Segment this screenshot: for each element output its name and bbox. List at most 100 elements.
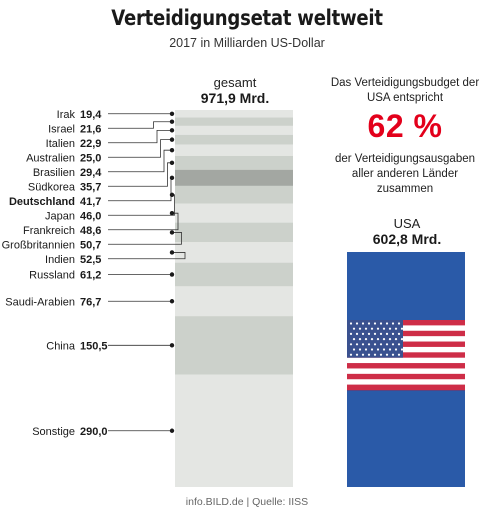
category-label: Italien [46,138,75,150]
flag-star [364,338,368,341]
leader-dot [169,119,175,124]
flag-star [367,322,371,325]
leader-dot [169,343,175,348]
flag-star [397,332,401,335]
leader-dot [169,175,175,181]
leader-dot [169,272,175,277]
leader-lines [108,111,186,433]
leader-line [108,252,186,260]
leader-line [108,177,172,202]
flag-stripe [347,379,465,385]
flag-star [349,353,353,356]
category-label: Israel [48,123,75,135]
category-label: Deutschland [9,196,75,208]
category-label: Australien [26,152,75,164]
flag-star [391,353,395,356]
bar-segment-russland [175,262,293,287]
flag-star [370,327,374,330]
bar-segment-irak [175,110,293,118]
value-label: 290,0 [80,426,108,438]
bar-segment-südkorea [175,155,293,170]
flag-stripe [347,320,465,326]
flag-star [367,353,371,356]
flag-star [355,343,359,346]
leader-line [108,232,182,245]
leader-line [108,212,179,231]
value-label: 76,7 [80,296,101,308]
leader-line [108,139,172,158]
leader-dot [169,210,175,216]
flag-star [382,348,386,351]
flag-star [358,327,362,330]
usa-note-top: Das Verteidigungsbudget der USA entspric… [330,77,480,104]
flag-star [385,322,389,325]
value-label: 150,5 [80,340,108,352]
flag-star [388,348,392,351]
value-label: 46,0 [80,210,101,222]
category-label: Saudi-Arabien [5,296,75,308]
leader-dot [169,128,175,133]
leader-line [108,194,175,216]
flag-canton [347,320,403,358]
flag-stripe [347,352,465,358]
category-label: Südkorea [28,181,76,193]
bar-segment-indien [175,242,293,263]
flag-stripe [347,336,465,342]
flag-star [364,327,368,330]
bar-segment-china [175,316,293,375]
flag-star [349,332,353,335]
category-label: Japan [45,210,75,222]
category-label: Indien [45,254,75,266]
usa-note-bottom: der Verteidigungsausgaben aller anderen … [334,153,476,195]
flag-star [379,332,383,335]
flag-star [355,332,359,335]
leader-dot [169,111,175,116]
flag-star [394,338,398,341]
leader-dot [169,230,175,235]
category-labels: Irak 19,4 Israel 21,6 Italien 22,9 Australien 2… [2,109,108,438]
flag-star [379,322,383,325]
value-label: 21,6 [80,123,101,135]
flag-stripe [347,368,465,375]
flag-star [361,343,365,346]
category-label: China [46,340,76,352]
value-label: 50,7 [80,239,101,251]
category-label: Frankreich [23,225,75,237]
value-label: 61,2 [80,270,101,282]
leader-dot [169,192,175,198]
source-note: info.BILD.de | Quelle: IISS [185,496,309,508]
leader-dot [169,250,175,255]
leader-dot [169,147,175,153]
category-label: Brasilien [33,167,75,179]
flag-star [400,338,404,341]
flag-stripe [347,363,465,369]
flag-star [373,353,377,356]
flag-star [373,343,377,346]
flag-star [352,327,356,330]
value-label: 22,9 [80,138,101,150]
leader-line [108,121,172,129]
bar-segment-saudi-arabien [175,286,293,317]
value-label: 41,7 [80,196,101,208]
value-label: 19,4 [80,109,102,121]
category-label: Russland [29,270,75,282]
chart-title: Verteidigungsetat weltweit [111,6,383,30]
value-label: 25,0 [80,152,101,164]
flag-star [358,338,362,341]
flag-star [373,332,377,335]
value-label: 35,7 [80,181,101,193]
leader-line [108,149,172,173]
flag-star [355,322,359,325]
value-label: 29,4 [80,167,102,179]
usa-label: USA [393,216,421,231]
bar-segment-israel [175,117,293,126]
flag-star [364,348,368,351]
total-value: 971,9 Mrd. [200,90,270,106]
flag-star [382,338,386,341]
bar-segment-australien [175,134,293,145]
flag-star [370,348,374,351]
flag-star [382,327,386,330]
flag-star [379,353,383,356]
flag-star [388,327,392,330]
chart-subtitle: 2017 in Milliarden US-Dollar [169,36,325,50]
